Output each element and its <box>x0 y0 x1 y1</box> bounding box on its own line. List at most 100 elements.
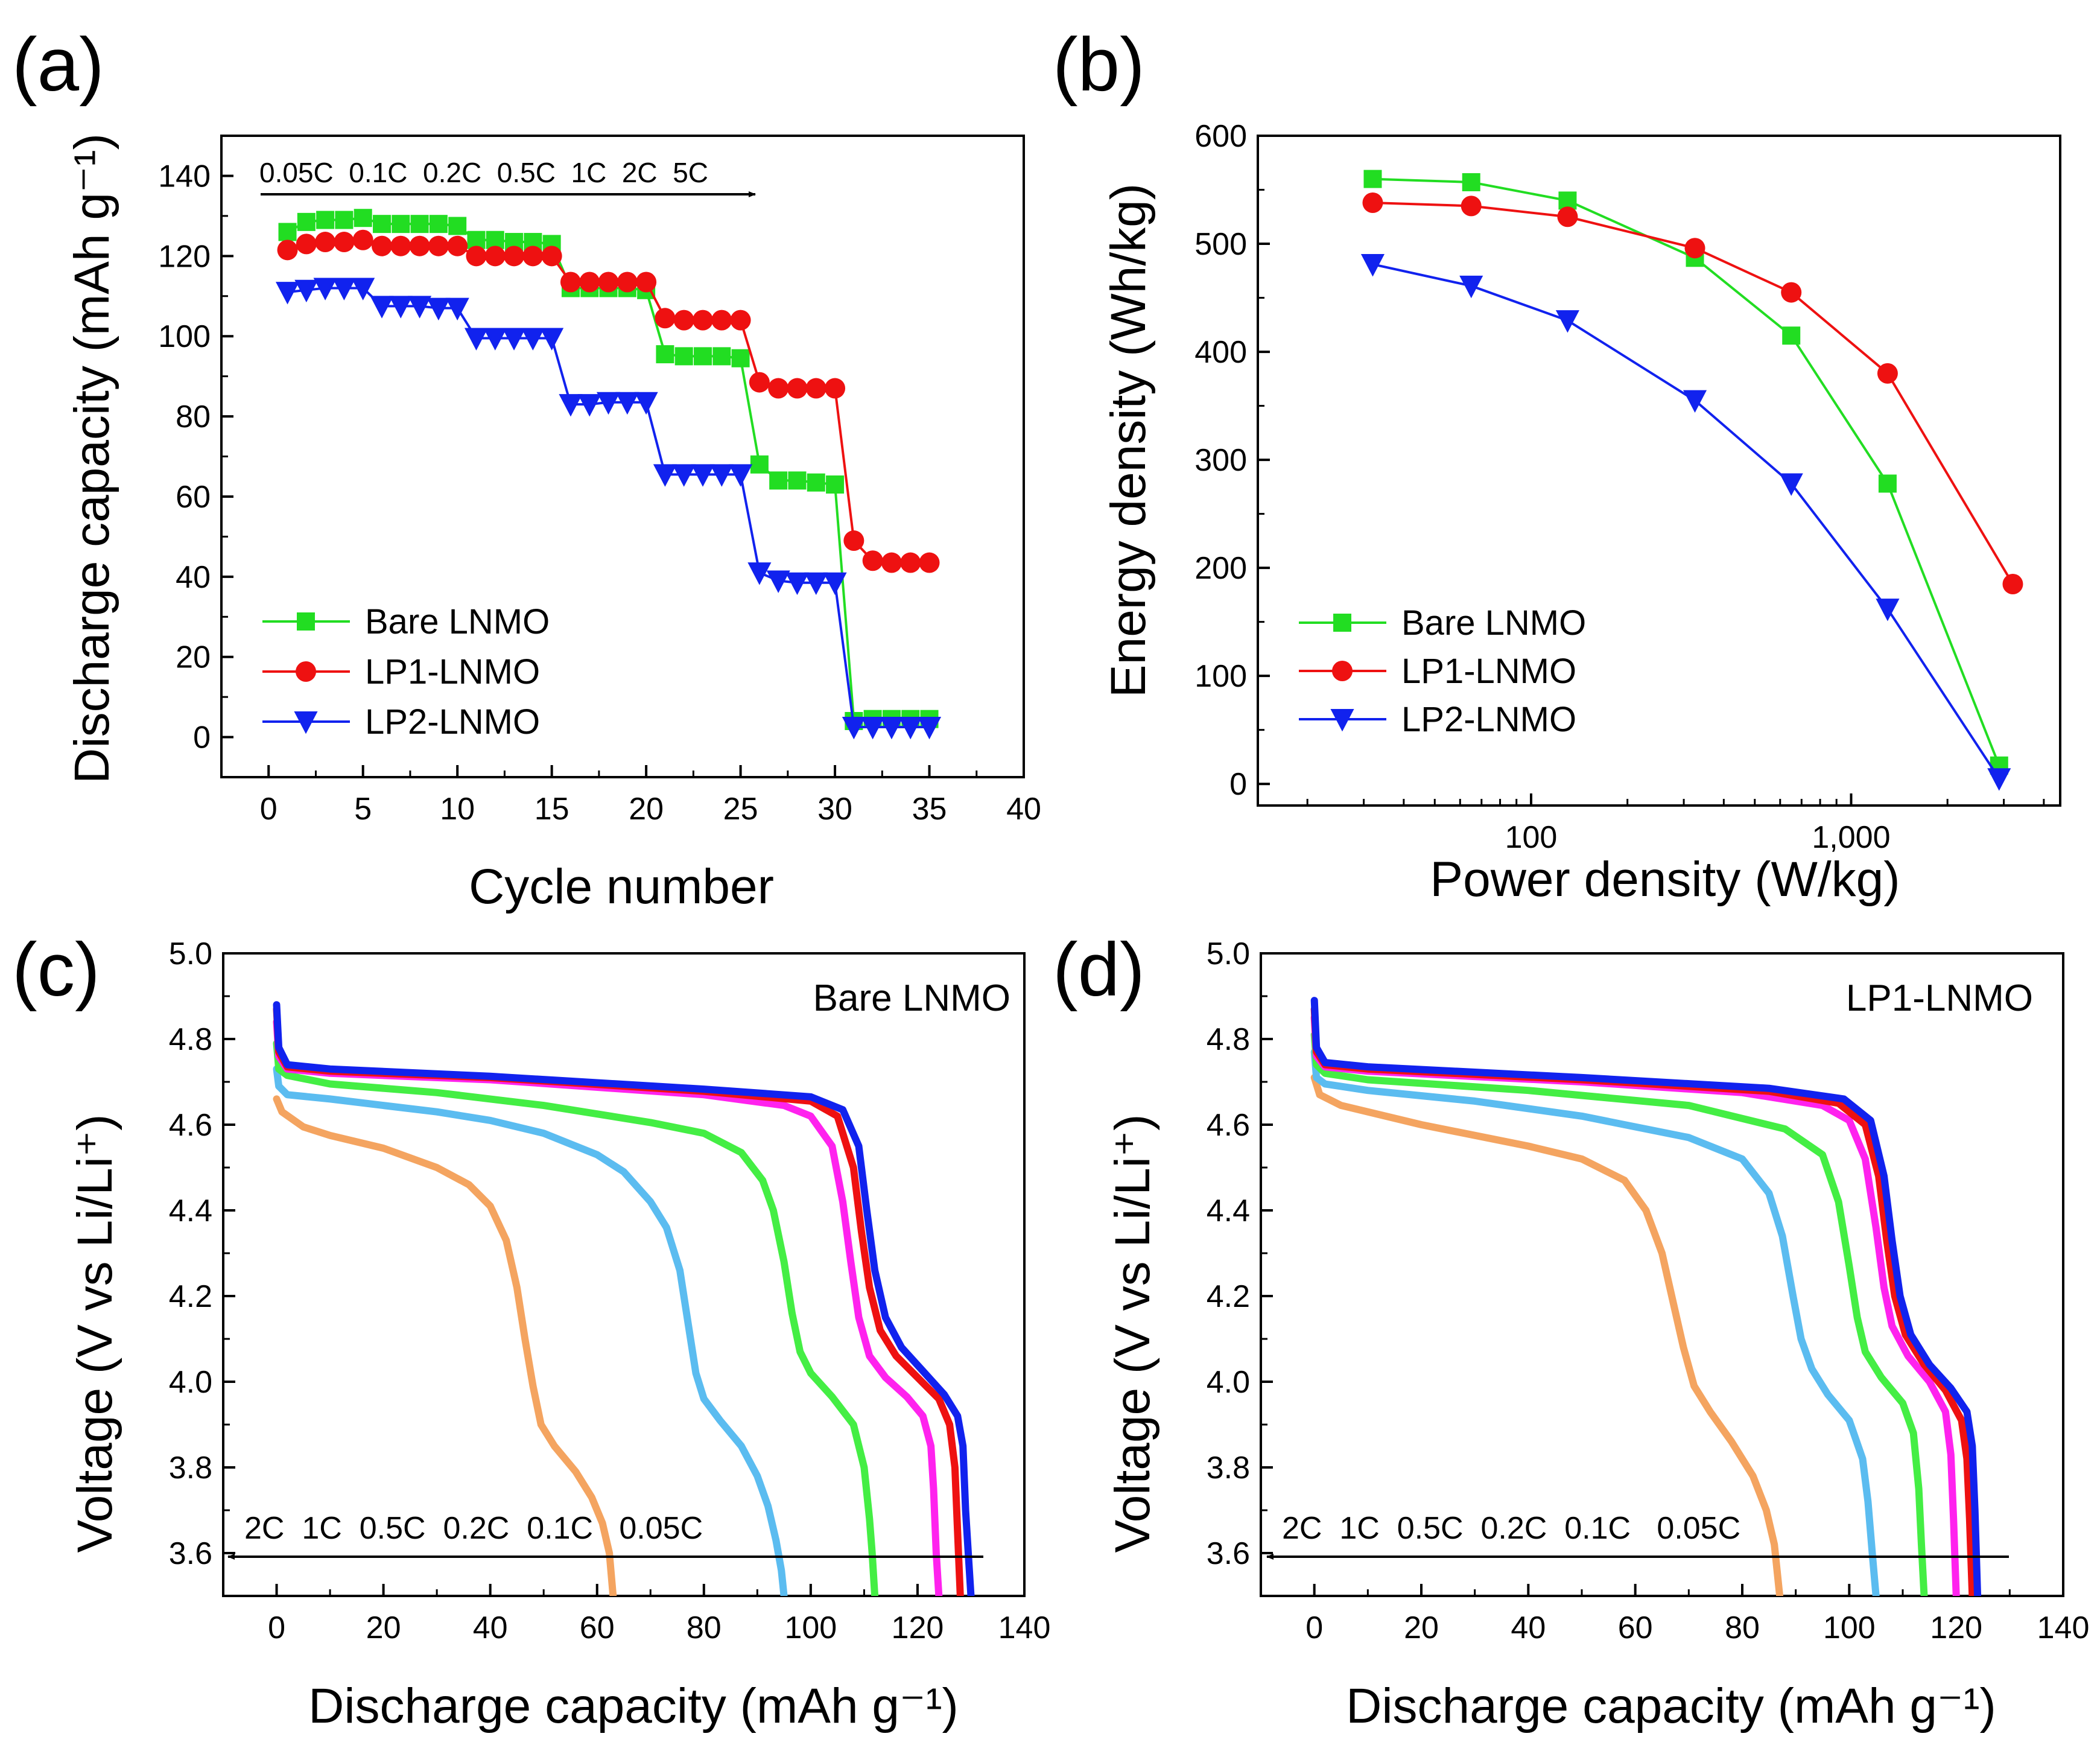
panel-a-x-tick-label: 25 <box>723 792 758 827</box>
panel-a-frame <box>220 135 1025 778</box>
panel-b-y-tick-label: 500 <box>1194 227 1247 262</box>
panel-a-data-point <box>656 345 674 364</box>
panel-b-data-point <box>1462 173 1480 191</box>
panel-a-data-point <box>768 378 789 399</box>
panel-b-x-axis-label: Power density (W/kg) <box>1430 852 1900 907</box>
panel-a-x-tick-label: 35 <box>912 792 947 827</box>
panel-a-data-point <box>898 716 922 740</box>
panel-d-frame <box>1260 952 2064 1597</box>
panel-d-curve-2c <box>1310 1073 1784 1596</box>
panel-c-x-tick-label: 60 <box>580 1610 615 1645</box>
panel-d-x-tick-label: 80 <box>1725 1610 1760 1645</box>
panel-d-curve-0_5c <box>1310 1031 1928 1596</box>
panel-b-data-point <box>1779 473 1803 496</box>
panel-a-y-tick-label: 20 <box>176 640 211 675</box>
panel-b-data-point <box>1684 238 1705 259</box>
panel-b-x-tick-label: 100 <box>1505 820 1558 855</box>
panel-a-data-point <box>655 308 676 329</box>
panel-a-y-tick-label: 0 <box>193 720 211 755</box>
panel-a-data-point <box>408 296 432 319</box>
panel-a-data-point <box>315 232 336 253</box>
panel-a-x-tick-label: 5 <box>354 792 372 827</box>
panel-b-frame <box>1257 135 2061 807</box>
panel-c-x-tick-label: 140 <box>998 1610 1051 1645</box>
panel-a-data-point <box>769 471 788 490</box>
panel-a-data <box>275 209 942 740</box>
panel-a-data-point <box>712 347 731 366</box>
panel-a-data-point <box>296 234 317 255</box>
panel-c-y-tick-label: 3.6 <box>169 1536 212 1571</box>
panel-b-data-point <box>1878 474 1897 493</box>
panel-a-data-point <box>390 235 411 256</box>
panel-c-x-tick-label: 100 <box>784 1610 837 1645</box>
panel-a-x-axis-label: Cycle number <box>469 859 774 914</box>
panel-a-data-point <box>577 394 601 417</box>
panel-a-data-point <box>428 235 449 256</box>
panel-a-data-point <box>749 372 770 393</box>
panel-d-x-tick-label: 0 <box>1305 1610 1323 1645</box>
panel-a-y-tick-label: 60 <box>176 480 211 515</box>
panel-d-y-tick-label: 4.0 <box>1207 1365 1250 1400</box>
panel-a-data-point <box>560 272 581 293</box>
panel-b-legend-label: LP2-LNMO <box>1401 700 1576 739</box>
panel-a-y-tick-label: 120 <box>158 239 211 274</box>
panel-a-data-point <box>351 278 375 300</box>
panel-b-legend-marker <box>1332 661 1353 681</box>
panel-a-x-tick-label: 15 <box>535 792 569 827</box>
panel-d-curve-1c <box>1310 1048 1880 1596</box>
panel-a-data-point <box>729 464 753 487</box>
panel-a-data-point <box>843 530 864 551</box>
panel-d-rate-annotation: 2C 1C 0.5C 0.2C 0.1C 0.05C <box>1282 1511 1740 1546</box>
panel-c-x-axis-label: Discharge capacity (mAh g⁻¹) <box>308 1679 959 1734</box>
panel-c-y-tick-label: 3.8 <box>169 1451 212 1486</box>
panel-b-label: (b) <box>1053 23 1145 107</box>
panel-a-data-point <box>502 328 526 351</box>
panel-b-data-point <box>1557 206 1578 227</box>
panel-d-y-tick-label: 5.0 <box>1207 936 1250 971</box>
panel-b-data-point <box>1782 326 1801 345</box>
panel-a-data-point <box>559 394 583 417</box>
panel-d-curve-0_2c <box>1310 1014 1960 1596</box>
panel-a-data-point <box>711 310 732 331</box>
panel-c-y-axis-label: Voltage (V vs Li/Li⁺) <box>68 1114 122 1553</box>
panel-b-data-point <box>1683 390 1707 413</box>
panel-c-y-tick-label: 4.6 <box>169 1108 212 1143</box>
panel-b-plot: 0 100 200 300 400 500 600 100 1,000 Bare LNMO LP1-… <box>1194 119 2061 855</box>
panel-a-y-axis-label: Discharge capacity (mAh g⁻¹) <box>65 133 119 784</box>
panel-a-data-point <box>691 464 715 487</box>
panel-d-x-tick-label: 60 <box>1618 1610 1653 1645</box>
panel-c-y-tick-label: 4.0 <box>169 1365 212 1400</box>
panel-a-data-point <box>804 572 828 596</box>
panel-a-x-tick-label: 0 <box>260 792 278 827</box>
panel-d-plot: 3.6 3.8 4.0 4.2 4.4 4.6 4.8 5.0 0 20 40 60 80 100 120 1… <box>1207 936 2090 1645</box>
panel-b-y-tick-label: 400 <box>1194 335 1247 370</box>
panel-a-data-point <box>484 246 506 267</box>
panel-a-x-tick-label: 10 <box>440 792 475 827</box>
panel-a-data-point <box>636 272 657 293</box>
panel-a-data-point <box>788 471 807 490</box>
panel-b-data-point <box>1461 195 1482 217</box>
panel-c-y-tick-label: 5.0 <box>169 936 212 971</box>
panel-b-y-tick-label: 200 <box>1194 551 1247 586</box>
panel-d-x-axis-label: Discharge capacity (mAh g⁻¹) <box>1346 1679 1996 1734</box>
panel-a-data-point <box>334 232 355 253</box>
panel-a-data-point <box>842 716 866 740</box>
panel-d-y-axis-label: Voltage (V vs Li/Li⁺) <box>1105 1114 1160 1553</box>
panel-b-y-tick-label: 300 <box>1194 443 1247 478</box>
panel-a-data-point <box>372 235 392 256</box>
panel-c-title: Bare LNMO <box>813 977 1010 1019</box>
panel-c-data <box>273 1001 975 1596</box>
panel-a-data-point <box>747 562 772 585</box>
panel-c-y-tick-label: 4.4 <box>169 1193 212 1228</box>
panel-b-data-point <box>1459 275 1483 299</box>
panel-a-x-tick-label: 40 <box>1006 792 1041 827</box>
panel-a-data-point <box>917 716 942 740</box>
panel-a-data-point <box>427 297 451 321</box>
panel-a-data-point <box>483 328 507 351</box>
panel-a-data-point <box>730 310 751 331</box>
panel-c-y-tick-label: 4.8 <box>169 1022 212 1057</box>
panel-c-x-tick-label: 40 <box>473 1610 508 1645</box>
panel-a-data-point <box>861 716 885 740</box>
panel-a-legend-marker <box>297 612 315 631</box>
panel-a-data-point <box>373 215 391 234</box>
